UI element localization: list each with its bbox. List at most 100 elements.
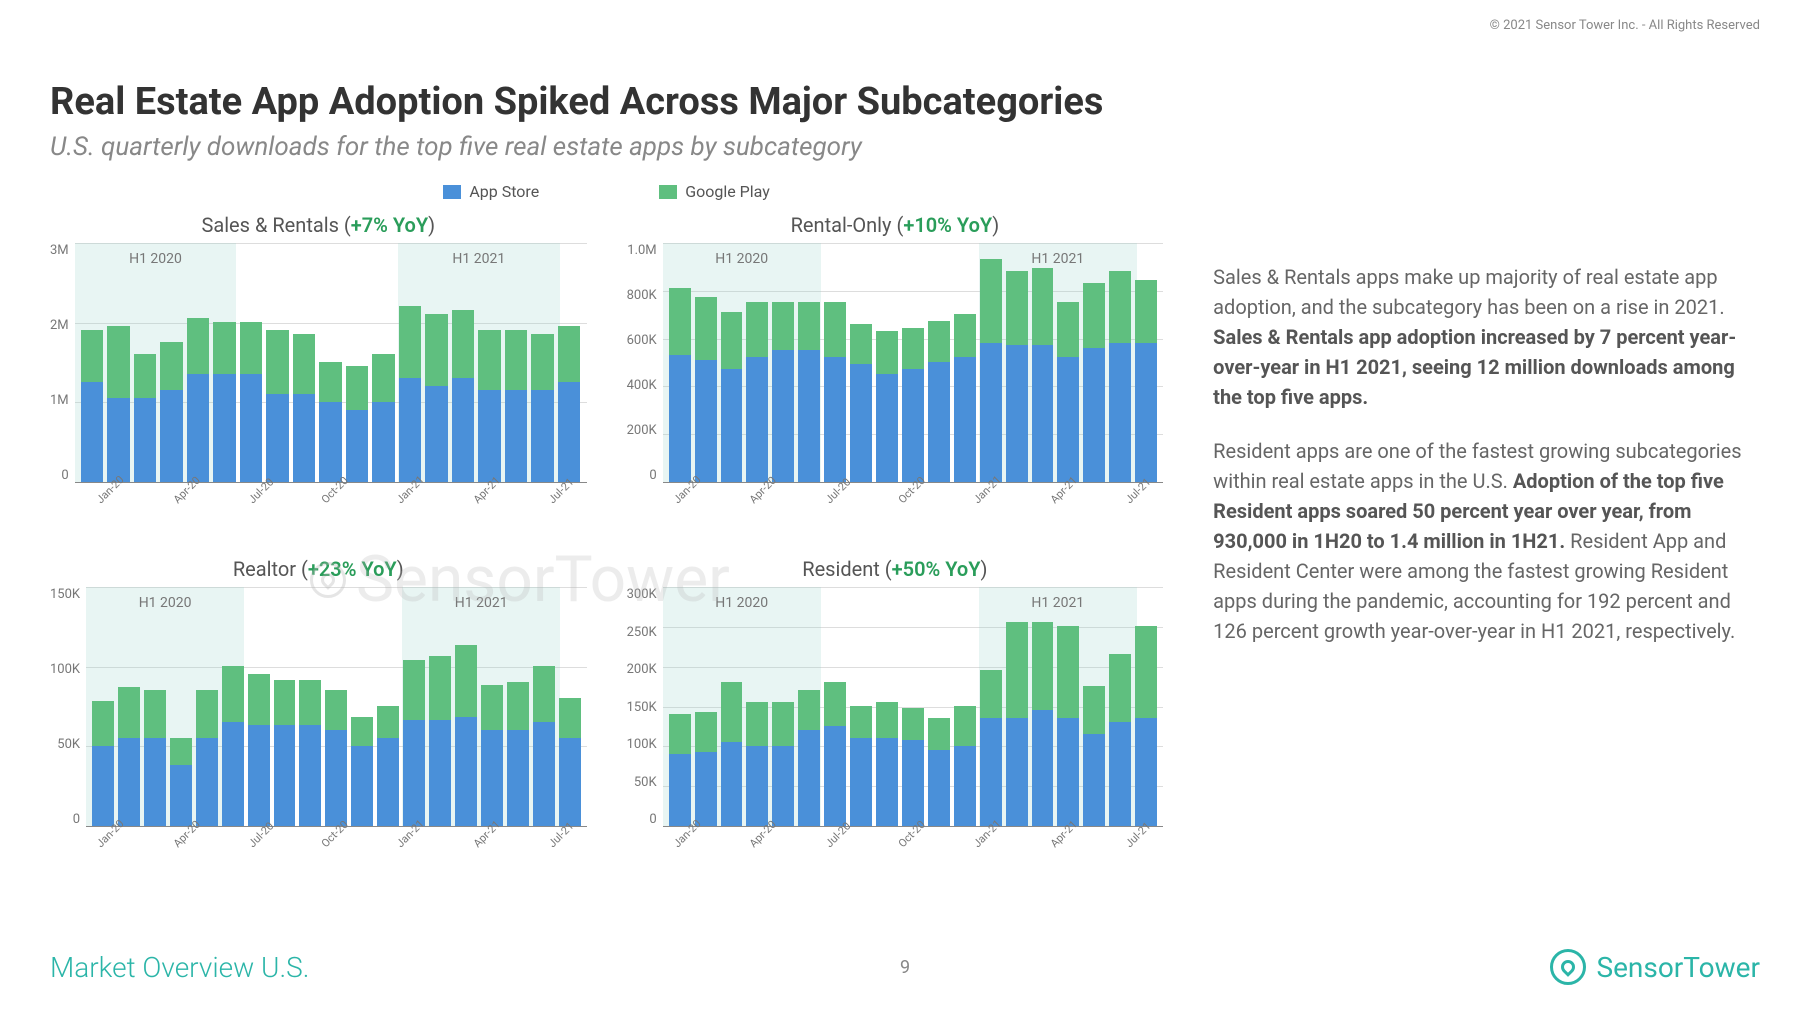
bar	[1083, 686, 1105, 826]
bar	[1006, 622, 1028, 826]
bar-segment-google-play	[531, 334, 554, 390]
x-axis: Jan-20Apr-20Jul-20Oct-20Jan-21Apr-21Jul-…	[92, 831, 587, 871]
bar-segment-app-store	[266, 394, 289, 482]
bar	[187, 318, 210, 482]
bar-segment-google-play	[455, 645, 477, 717]
bar	[1109, 271, 1131, 482]
bar-segment-google-play	[399, 306, 422, 378]
bar	[1135, 280, 1157, 482]
x-axis: Jan-20Apr-20Jul-20Oct-20Jan-21Apr-21Jul-…	[669, 831, 1164, 871]
main-content: App Store Google Play Sales & Rentals (+…	[50, 182, 1760, 871]
bar	[1109, 654, 1131, 826]
bar-segment-google-play	[824, 302, 846, 357]
bar-segment-app-store	[850, 738, 872, 826]
bar-segment-app-store	[1006, 718, 1028, 826]
y-tick-label: 200K	[627, 423, 657, 438]
bar-segment-google-play	[902, 328, 924, 369]
bar-segment-app-store	[669, 355, 691, 482]
bar	[118, 687, 140, 826]
legend-item-google-play: Google Play	[659, 182, 770, 201]
bar-segment-google-play	[746, 702, 768, 746]
bar-segment-app-store	[824, 357, 846, 482]
bar	[721, 312, 743, 482]
bar-segment-app-store	[346, 410, 369, 482]
bar-segment-google-play	[902, 708, 924, 740]
y-tick-label: 2M	[50, 318, 69, 333]
bar-segment-google-play	[92, 701, 114, 746]
bar-segment-google-play	[876, 702, 898, 738]
bar	[798, 302, 820, 482]
bar-segment-app-store	[695, 360, 717, 482]
bar-segment-google-play	[1057, 626, 1079, 718]
bar	[372, 354, 395, 482]
bar-segment-app-store	[505, 390, 528, 482]
bar-segment-google-play	[377, 706, 399, 738]
bar-segment-app-store	[559, 738, 581, 826]
plot-area: H1 2020H1 2021	[86, 587, 587, 827]
bar	[81, 330, 104, 482]
bar-segment-google-play	[372, 354, 395, 402]
bar	[213, 322, 236, 482]
bar-segment-google-play	[824, 682, 846, 726]
bar-segment-google-play	[134, 354, 157, 398]
bar-segment-app-store	[1006, 345, 1028, 482]
bar-segment-app-store	[399, 378, 422, 482]
bar-segment-google-play	[1109, 271, 1131, 343]
bar	[1083, 283, 1105, 482]
bar	[876, 702, 898, 826]
bar	[403, 660, 425, 826]
bar-segment-google-play	[160, 342, 183, 390]
plot-area: H1 2020H1 2021	[663, 587, 1164, 827]
bar	[695, 712, 717, 826]
body-paragraph: Sales & Rentals apps make up majority of…	[1213, 262, 1760, 412]
bar-segment-app-store	[902, 740, 924, 826]
bar-segment-app-store	[850, 364, 872, 482]
body-paragraph: Resident apps are one of the fastest gro…	[1213, 436, 1760, 646]
chart-area: 1.0M800K600K400K200K0H1 2020H1 2021	[627, 243, 1164, 483]
bar-segment-google-play	[559, 698, 581, 738]
y-tick-label: 50K	[57, 737, 80, 752]
bar-segment-app-store	[772, 350, 794, 482]
bar-segment-google-play	[144, 690, 166, 738]
y-axis: 1.0M800K600K400K200K0	[627, 243, 663, 483]
bar	[721, 682, 743, 826]
bar-segment-app-store	[746, 746, 768, 826]
bar	[425, 314, 448, 482]
bar	[429, 656, 451, 826]
y-tick-label: 150K	[50, 587, 80, 602]
bar-segment-app-store	[876, 738, 898, 826]
bar-segment-app-store	[160, 390, 183, 482]
bar-segment-google-play	[325, 690, 347, 730]
page-subtitle: U.S. quarterly downloads for the top fiv…	[50, 132, 1760, 162]
bar-segment-app-store	[455, 717, 477, 826]
bar-segment-app-store	[319, 402, 342, 482]
bar-segment-app-store	[351, 746, 373, 826]
bar-segment-google-play	[928, 321, 950, 362]
bar-segment-app-store	[144, 738, 166, 826]
bar-segment-app-store	[798, 350, 820, 482]
bar	[196, 690, 218, 826]
bar-segment-google-play	[876, 331, 898, 374]
bar-segment-app-store	[721, 742, 743, 826]
bar-segment-app-store	[478, 390, 501, 482]
bar	[824, 682, 846, 826]
bar-segment-app-store	[1032, 345, 1054, 482]
bar-segment-app-store	[798, 730, 820, 826]
bar-segment-google-play	[1083, 686, 1105, 734]
bar-segment-app-store	[222, 722, 244, 826]
bar	[505, 330, 528, 482]
bar-segment-app-store	[274, 725, 296, 826]
bar-segment-google-play	[507, 682, 529, 730]
bar-segment-google-play	[118, 687, 140, 738]
bar-segment-app-store	[824, 726, 846, 826]
chart-rental-only: Rental-Only (+10% YoY)1.0M800K600K400K20…	[627, 213, 1164, 527]
footer: Market Overview U.S. 9 SensorTower	[50, 949, 1760, 985]
bar	[377, 706, 399, 826]
bar	[478, 330, 501, 482]
y-axis: 150K100K50K0	[50, 587, 86, 827]
y-axis: 300K250K200K150K100K50K0	[627, 587, 663, 827]
y-tick-label: 0	[649, 468, 656, 483]
bar-segment-app-store	[429, 720, 451, 826]
bar	[772, 302, 794, 482]
bar-segment-app-store	[299, 725, 321, 826]
